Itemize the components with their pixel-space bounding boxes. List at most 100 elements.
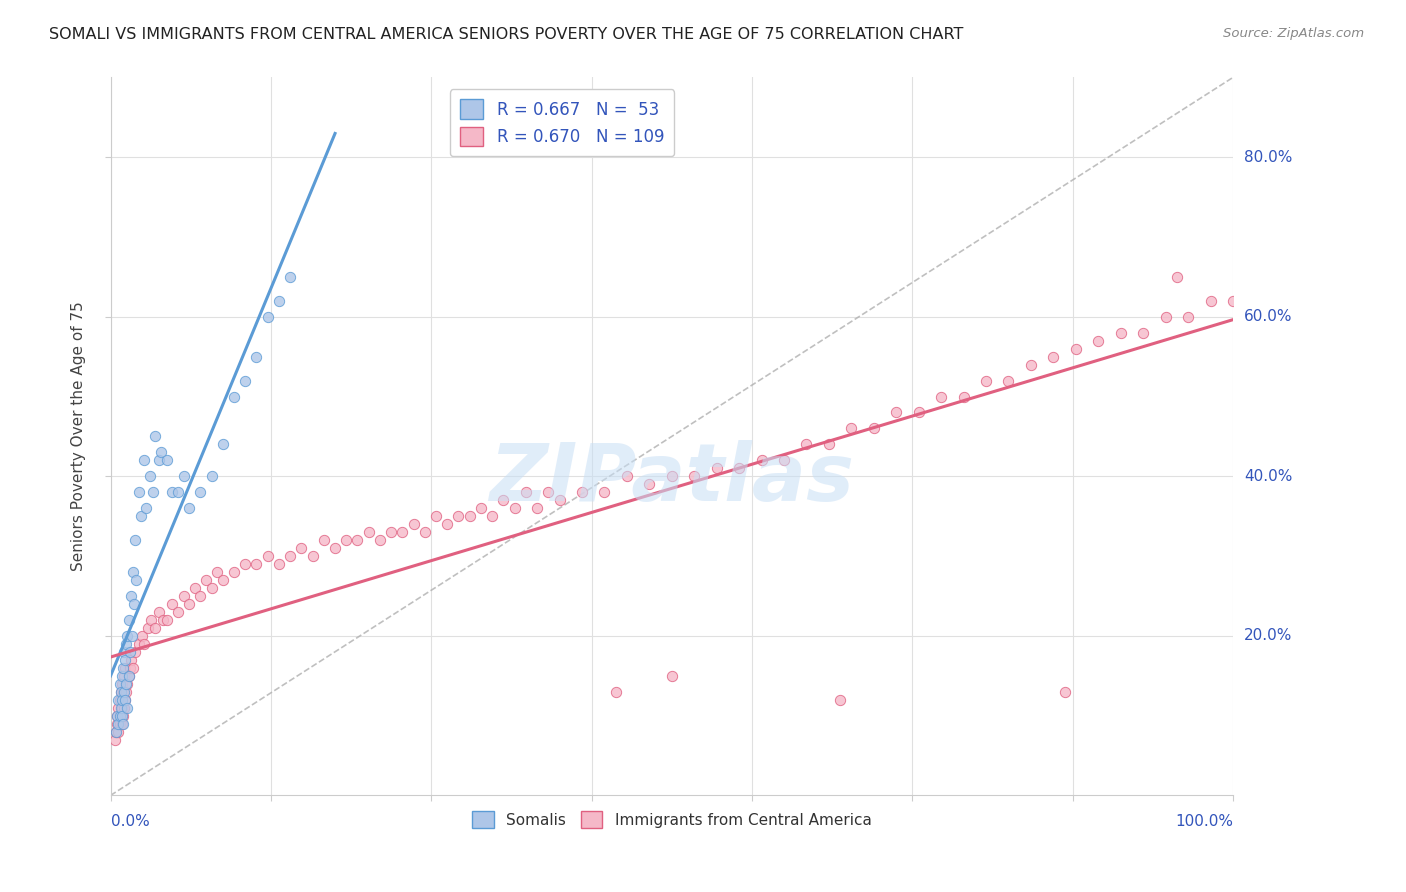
Point xyxy=(728,461,751,475)
Point xyxy=(335,533,357,548)
Point xyxy=(683,469,706,483)
Point xyxy=(402,517,425,532)
Point xyxy=(111,716,134,731)
Point xyxy=(131,629,153,643)
Point xyxy=(107,692,129,706)
Point xyxy=(156,453,179,467)
Point xyxy=(121,629,143,643)
Point xyxy=(1087,334,1109,348)
Point xyxy=(391,525,413,540)
Point xyxy=(162,597,184,611)
Point xyxy=(120,589,142,603)
Text: Source: ZipAtlas.com: Source: ZipAtlas.com xyxy=(1223,27,1364,40)
Point xyxy=(115,676,138,690)
Point xyxy=(188,485,211,500)
Text: 60.0%: 60.0% xyxy=(1244,310,1292,325)
Point xyxy=(156,613,179,627)
Y-axis label: Seniors Poverty Over the Age of 75: Seniors Poverty Over the Age of 75 xyxy=(72,301,86,571)
Text: 0.0%: 0.0% xyxy=(111,814,149,829)
Point xyxy=(278,549,301,563)
Point xyxy=(1064,342,1087,356)
Point xyxy=(115,637,138,651)
Point xyxy=(107,700,129,714)
Point xyxy=(108,692,131,706)
Point xyxy=(1222,293,1244,308)
Point xyxy=(136,621,159,635)
Point xyxy=(818,437,841,451)
Point xyxy=(278,269,301,284)
Legend: Somalis, Immigrants from Central America: Somalis, Immigrants from Central America xyxy=(465,805,877,834)
Point xyxy=(929,390,952,404)
Text: SOMALI VS IMMIGRANTS FROM CENTRAL AMERICA SENIORS POVERTY OVER THE AGE OF 75 COR: SOMALI VS IMMIGRANTS FROM CENTRAL AMERIC… xyxy=(49,27,963,42)
Point xyxy=(118,661,141,675)
Point xyxy=(114,692,136,706)
Point xyxy=(200,469,222,483)
Point xyxy=(134,453,156,467)
Text: 20.0%: 20.0% xyxy=(1244,628,1292,643)
Point xyxy=(1042,350,1064,364)
Text: 100.0%: 100.0% xyxy=(1175,814,1233,829)
Point xyxy=(526,501,548,516)
Point xyxy=(117,669,139,683)
Point xyxy=(108,716,131,731)
Point xyxy=(107,716,129,731)
Point xyxy=(179,597,201,611)
Point xyxy=(751,453,773,467)
Point xyxy=(256,549,278,563)
Point xyxy=(233,374,256,388)
Point xyxy=(111,669,134,683)
Point xyxy=(129,509,152,524)
Point xyxy=(661,669,683,683)
Point xyxy=(862,421,884,435)
Point xyxy=(470,501,492,516)
Point xyxy=(128,485,150,500)
Point xyxy=(105,716,128,731)
Point xyxy=(179,501,201,516)
Point xyxy=(413,525,436,540)
Point xyxy=(952,390,974,404)
Point xyxy=(112,645,135,659)
Text: ZIPatlas: ZIPatlas xyxy=(489,441,855,518)
Point xyxy=(368,533,391,548)
Point xyxy=(997,374,1019,388)
Point xyxy=(105,724,128,739)
Point xyxy=(122,597,145,611)
Point xyxy=(111,684,134,698)
Point xyxy=(148,605,170,619)
Point xyxy=(108,676,131,690)
Point xyxy=(245,350,267,364)
Point xyxy=(105,708,128,723)
Point xyxy=(107,724,129,739)
Point xyxy=(110,700,132,714)
Point xyxy=(256,310,278,324)
Point xyxy=(492,493,515,508)
Point xyxy=(117,700,139,714)
Point xyxy=(548,493,571,508)
Point xyxy=(111,708,134,723)
Point xyxy=(1019,358,1042,372)
Point xyxy=(267,293,290,308)
Point xyxy=(593,485,616,500)
Text: 40.0%: 40.0% xyxy=(1244,469,1292,483)
Point xyxy=(458,509,481,524)
Point xyxy=(139,469,162,483)
Point xyxy=(796,437,818,451)
Point xyxy=(194,573,217,587)
Point xyxy=(162,485,184,500)
Point xyxy=(117,676,139,690)
Point xyxy=(152,613,174,627)
Point xyxy=(111,692,134,706)
Point xyxy=(301,549,323,563)
Point xyxy=(605,684,627,698)
Point xyxy=(112,700,135,714)
Point xyxy=(1199,293,1222,308)
Point xyxy=(357,525,380,540)
Point xyxy=(515,485,537,500)
Point xyxy=(124,645,146,659)
Point xyxy=(290,541,312,555)
Point xyxy=(110,684,132,698)
Point xyxy=(114,653,136,667)
Point xyxy=(145,429,167,443)
Point xyxy=(128,637,150,651)
Point xyxy=(108,708,131,723)
